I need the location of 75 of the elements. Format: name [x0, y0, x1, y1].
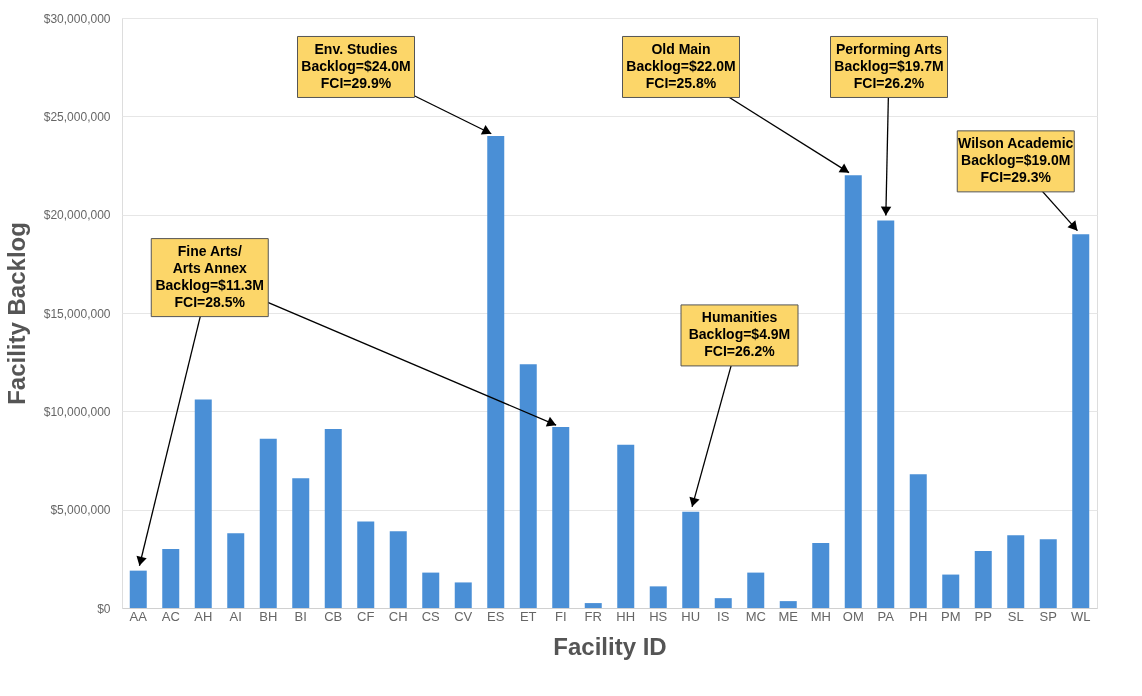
bar [942, 574, 960, 608]
x-tick-label: AC [161, 608, 180, 624]
x-tick-label: PH [909, 608, 928, 624]
x-tick-label: AI [229, 608, 242, 624]
bar [779, 601, 797, 608]
bar [292, 478, 310, 608]
x-tick-label: HU [681, 608, 701, 624]
x-tick-label: WL [1071, 608, 1091, 624]
bar [454, 582, 472, 608]
bar [552, 427, 570, 608]
bar [389, 531, 407, 608]
bar [422, 572, 440, 608]
x-tick-label: IS [717, 608, 730, 624]
y-tick-label: $15,000,000 [43, 306, 111, 321]
x-tick-label: CV [454, 608, 473, 624]
bar [519, 364, 537, 608]
bar [617, 444, 635, 608]
x-tick-label: BI [294, 608, 307, 624]
x-tick-label: ES [487, 608, 505, 624]
annotation: Fine Arts/ Arts Annex Backlog=$11.3M FCI=28.5% [155, 243, 265, 311]
x-tick-label: AA [129, 608, 148, 624]
y-axis-title: Facility Backlog [2, 222, 30, 405]
bar [844, 175, 862, 608]
x-tick-label: ME [778, 608, 799, 624]
x-tick-label: ET [519, 608, 537, 624]
bar [129, 570, 147, 608]
bar [584, 603, 602, 608]
x-tick-label: SL [1007, 608, 1024, 624]
x-tick-label: FI [554, 608, 567, 624]
x-tick-label: OM [842, 608, 864, 624]
bar [877, 220, 895, 608]
annotation: Performing Arts Backlog=$19.7M FCI=26.2% [834, 40, 944, 91]
y-tick-label: $10,000,000 [43, 404, 111, 419]
bar [1007, 535, 1025, 608]
bar [747, 572, 765, 608]
annotation: Env. Studies Backlog=$24.0M FCI=29.9% [301, 40, 411, 91]
y-tick-label: $20,000,000 [43, 208, 111, 223]
x-tick-label: SP [1039, 608, 1057, 624]
bar [194, 399, 212, 608]
bar [682, 511, 700, 608]
bar [324, 429, 342, 608]
bar [357, 521, 375, 608]
y-tick-label: $0 [97, 601, 111, 616]
x-tick-label: CB [324, 608, 343, 624]
x-tick-label: MH [810, 608, 831, 624]
bar [1039, 539, 1057, 608]
x-tick-label: CF [357, 608, 375, 624]
bar [227, 533, 245, 608]
annotation: Wilson Academic Backlog=$19.0M FCI=29.3% [958, 135, 1074, 186]
x-tick-label: HH [616, 608, 636, 624]
x-axis-title: Facility ID [553, 632, 667, 660]
bar [487, 136, 505, 608]
bar [974, 550, 992, 608]
bar [162, 549, 180, 608]
bar [1072, 234, 1090, 608]
y-tick-label: $25,000,000 [43, 109, 111, 124]
x-tick-label: AH [194, 608, 213, 624]
x-tick-label: CS [421, 608, 441, 624]
bar [649, 586, 667, 608]
x-tick-label: BH [259, 608, 278, 624]
bar [259, 438, 277, 608]
bar [714, 598, 732, 608]
x-tick-label: PM [941, 608, 961, 624]
annotation: Old Main Backlog=$22.0M FCI=25.8% [626, 40, 736, 91]
annotation: Humanities Backlog=$4.9M FCI=26.2% [688, 309, 791, 360]
bar [812, 543, 830, 608]
y-tick-label: $30,000,000 [43, 11, 111, 26]
x-tick-label: MC [745, 608, 766, 624]
x-tick-label: PP [974, 608, 992, 624]
x-tick-label: FR [584, 608, 602, 624]
bar [909, 474, 927, 608]
x-tick-label: PA [877, 608, 895, 624]
x-tick-label: HS [649, 608, 668, 624]
x-tick-label: CH [388, 608, 408, 624]
y-tick-label: $5,000,000 [50, 503, 111, 518]
